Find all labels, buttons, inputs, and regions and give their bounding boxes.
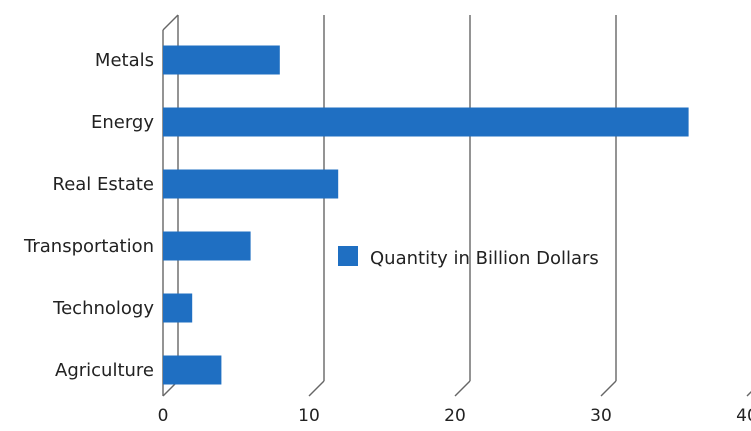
axis-top-edge bbox=[162, 14, 179, 31]
x-tick-label: 0 bbox=[158, 406, 169, 426]
legend-swatch bbox=[338, 246, 358, 266]
bar-energy bbox=[163, 107, 689, 137]
grid-line-floor bbox=[600, 380, 617, 397]
bar-real-estate bbox=[163, 169, 339, 199]
category-label: Technology bbox=[52, 298, 154, 319]
bar-technology bbox=[163, 293, 193, 323]
grid-line-floor bbox=[308, 380, 325, 397]
bar-transportation bbox=[163, 231, 251, 261]
x-tick-label: 10 bbox=[298, 406, 320, 426]
x-tick-label: 40 bbox=[736, 406, 751, 426]
legend-label: Quantity in Billion Dollars bbox=[370, 248, 599, 269]
bar-metals bbox=[163, 45, 280, 75]
category-label: Real Estate bbox=[53, 174, 155, 195]
x-tick-labels: 0 10 20 30 40 bbox=[158, 406, 751, 426]
legend: Quantity in Billion Dollars bbox=[338, 246, 599, 269]
category-label: Transportation bbox=[23, 236, 154, 257]
category-labels: Agriculture Technology Transportation Real … bbox=[23, 50, 154, 381]
category-label: Agriculture bbox=[55, 360, 154, 381]
x-tick-label: 20 bbox=[444, 406, 466, 426]
grid-line-floor bbox=[454, 380, 471, 397]
x-tick-label: 30 bbox=[590, 406, 612, 426]
grid-line-floor bbox=[746, 391, 751, 397]
bars bbox=[163, 45, 689, 385]
category-label: Metals bbox=[95, 50, 154, 71]
bar-agriculture bbox=[163, 355, 222, 385]
category-label: Energy bbox=[91, 112, 154, 133]
